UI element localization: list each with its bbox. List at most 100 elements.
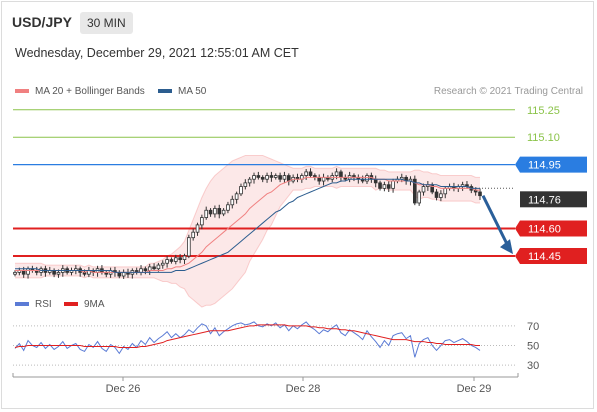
candle-body (117, 271, 122, 277)
candle-body (365, 175, 369, 182)
candle-body (417, 191, 421, 204)
candle-body (178, 257, 182, 260)
candle-body (321, 176, 326, 182)
candle-body (382, 184, 387, 189)
candle-body (195, 224, 200, 233)
candle-body (278, 175, 282, 180)
candle-body (165, 259, 169, 264)
candle-body (230, 198, 235, 206)
level-114-95-tag (515, 156, 587, 173)
candle-body (173, 257, 178, 262)
candle-body (247, 178, 252, 184)
candle-body (269, 175, 274, 178)
legend-rsi: RSI (15, 299, 52, 310)
candle-body (208, 209, 213, 215)
legend-ma20-label: MA 20 + Bollinger Bands (35, 86, 145, 97)
candle-body (373, 178, 378, 184)
candle-body (260, 176, 265, 180)
candle-body (13, 271, 17, 275)
candle-body (152, 266, 156, 270)
candle-body (234, 193, 239, 200)
timestamp: Wednesday, December 29, 2021 12:55:01 AM… (15, 46, 299, 60)
candle-body (139, 268, 143, 273)
legend-9ma: 9MA (64, 299, 105, 310)
forecast-arrow-shaft (481, 194, 510, 247)
x-tick-label: Dec 28 (286, 383, 321, 395)
candle-body (391, 180, 395, 189)
candle-body (317, 176, 322, 182)
legend-9ma-label: 9MA (84, 299, 105, 310)
rsi-tick-30: 30 (527, 360, 539, 372)
candle-body (282, 175, 287, 180)
candle-body (243, 182, 248, 187)
level-115-25-label: 115.25 (527, 105, 560, 117)
candle-body (273, 175, 278, 178)
ma50-line (15, 178, 480, 273)
candle-body (434, 191, 439, 198)
x-tick-label: Dec 26 (106, 383, 141, 395)
candle-body (265, 175, 269, 180)
timeframe-badge[interactable]: 30 MIN (80, 12, 133, 34)
candle-body (26, 268, 30, 275)
candle-body (256, 175, 261, 178)
candle-body (334, 171, 339, 176)
candle-body (204, 209, 209, 218)
legend-ma20: MA 20 + Bollinger Bands (15, 86, 145, 97)
candle-body (478, 191, 482, 197)
candle-body (413, 178, 417, 204)
level-114-45-tag (515, 247, 587, 264)
rsi-tick-50: 50 (527, 341, 539, 353)
legend-rsi-label: RSI (35, 299, 52, 310)
candle-body (213, 208, 217, 215)
candle-body (21, 270, 26, 275)
candle-body (239, 186, 243, 195)
candle-body (156, 264, 161, 270)
candle-body (226, 204, 230, 211)
candle-body (191, 231, 195, 239)
level-114-76-label: 114.76 (528, 194, 561, 206)
forecast-arrow-head (500, 239, 513, 255)
candle-body (121, 271, 126, 277)
legend-ma50-label: MA 50 (178, 86, 207, 97)
level-114-45-label: 114.45 (528, 251, 561, 263)
level-114-60-tag (515, 220, 587, 237)
ma50-swatch-icon (158, 89, 172, 94)
candle-body (386, 184, 391, 189)
candle-body (339, 171, 343, 178)
rsi-swatch-icon (15, 302, 29, 307)
candle-body (200, 217, 204, 226)
candle-body (439, 193, 443, 198)
candle-body (221, 209, 226, 215)
candle-body (187, 237, 191, 257)
copyright: Research © 2021 Trading Central (433, 86, 583, 97)
candle-body (308, 171, 313, 176)
candle-body (304, 171, 308, 176)
candle-body (378, 182, 382, 189)
ma9-swatch-icon (64, 302, 78, 307)
level-114-60-label: 114.60 (528, 224, 561, 236)
level-114-76-tag (520, 191, 587, 208)
candle-body (143, 268, 148, 271)
candle-body (443, 187, 448, 195)
candle-body (421, 186, 426, 193)
legend-ma50: MA 50 (158, 86, 206, 97)
ma20-line (15, 176, 480, 273)
level-115-10-label: 115.10 (527, 132, 560, 144)
candle-body (160, 262, 165, 266)
ma20-swatch-icon (15, 89, 29, 94)
symbol-title: USD/JPY (12, 14, 72, 30)
candle-body (147, 266, 152, 271)
candle-body (56, 271, 61, 275)
x-tick-label: Dec 29 (457, 383, 492, 395)
candle-body (182, 255, 187, 260)
ma9-line (14, 324, 480, 348)
rsi-tick-70: 70 (527, 321, 539, 333)
candle-body (217, 208, 222, 215)
bollinger-band-fill (15, 155, 480, 308)
bollinger-upper-line (15, 154, 480, 268)
level-114-95-label: 114.95 (528, 160, 561, 172)
bollinger-lower-line (15, 186, 480, 308)
candle-body (169, 259, 174, 262)
